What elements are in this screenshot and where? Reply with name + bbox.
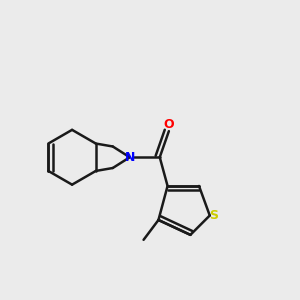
Text: S: S [209,209,218,222]
Text: N: N [124,151,135,164]
Text: O: O [164,118,174,131]
